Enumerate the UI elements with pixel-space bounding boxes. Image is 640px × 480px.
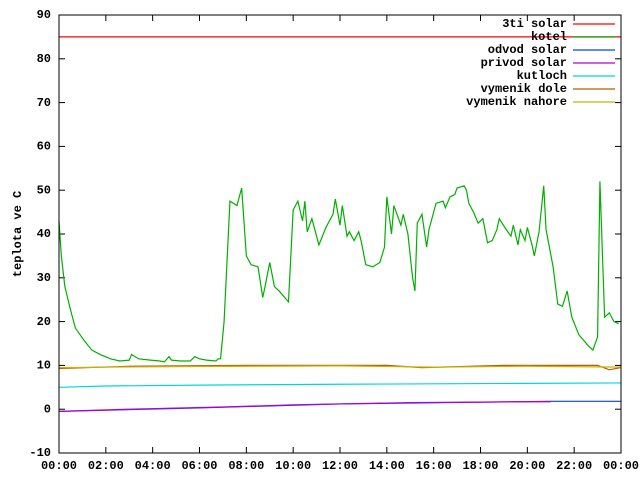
y-tick-label: 80: [37, 52, 51, 66]
series-line: [58, 364, 622, 371]
x-tick-label: 16:00: [416, 459, 452, 473]
y-tick-label: 30: [37, 271, 51, 285]
x-tick-label: 04:00: [135, 459, 171, 473]
series-line: [58, 382, 622, 388]
y-tick-label: -10: [29, 446, 51, 460]
series-line: [58, 365, 622, 369]
legend-label: 3ti solar: [502, 17, 567, 31]
legend-label: vymenik dole: [481, 82, 567, 96]
legend-label: vymenik nahore: [466, 95, 567, 109]
y-tick-label: 0: [44, 402, 51, 416]
legend-label: kotel: [531, 30, 567, 44]
x-tick-label: 00:00: [41, 459, 77, 473]
series-line: [58, 181, 619, 363]
series-line: [58, 401, 551, 412]
legend-label: odvod solar: [488, 43, 567, 57]
y-tick-label: 50: [37, 183, 51, 197]
x-tick-label: 00:00: [603, 459, 639, 473]
y-tick-label: 10: [37, 359, 51, 373]
x-tick-label: 02:00: [88, 459, 124, 473]
legend-label: kutloch: [517, 69, 567, 83]
x-tick-label: 14:00: [369, 459, 405, 473]
x-tick-label: 10:00: [275, 459, 311, 473]
y-tick-label: 70: [37, 96, 51, 110]
x-tick-label: 06:00: [181, 459, 217, 473]
y-tick-label: 40: [37, 227, 51, 241]
legend-label: privod solar: [481, 56, 567, 70]
x-tick-label: 18:00: [462, 459, 498, 473]
y-tick-label: 20: [37, 315, 51, 329]
x-tick-label: 12:00: [322, 459, 358, 473]
y-tick-label: 60: [37, 140, 51, 154]
y-axis-label: teplota ve C: [11, 191, 25, 277]
x-tick-label: 20:00: [509, 459, 545, 473]
x-tick-label: 22:00: [556, 459, 592, 473]
x-tick-label: 08:00: [228, 459, 264, 473]
plot-frame: [58, 14, 622, 454]
y-tick-label: 90: [37, 8, 51, 22]
